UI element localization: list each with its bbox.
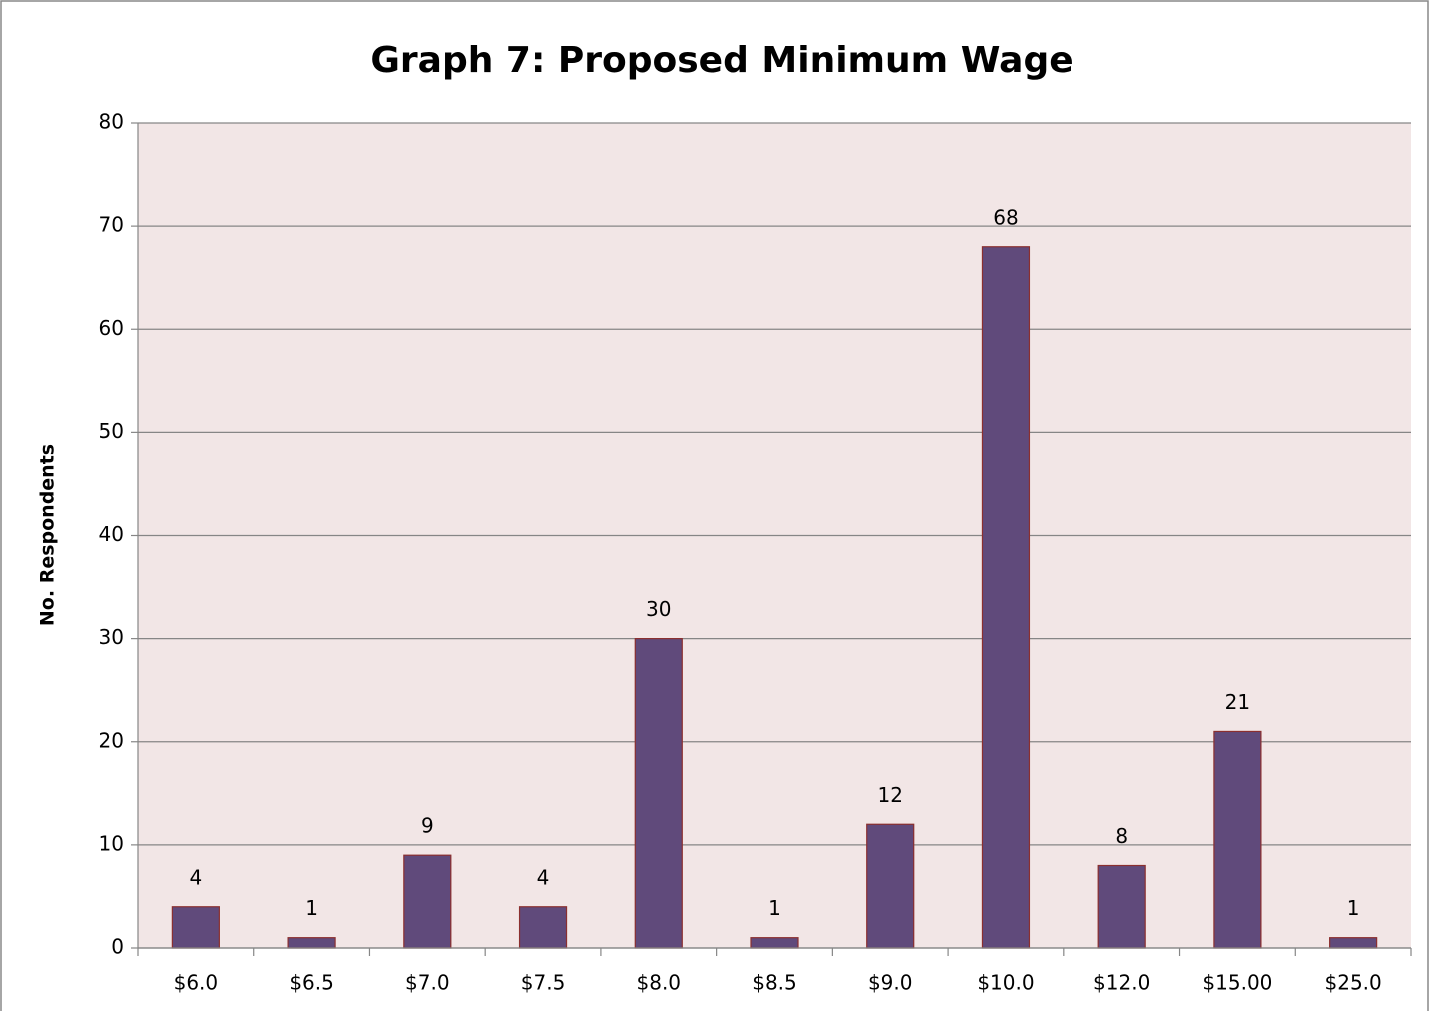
x-tick-label: $7.5 <box>521 971 566 995</box>
y-tick-label: 50 <box>99 419 124 443</box>
bar <box>1097 864 1146 949</box>
bar <box>981 246 1031 949</box>
x-tick-label: $6.5 <box>289 971 334 995</box>
bar <box>403 854 452 949</box>
data-label: 4 <box>537 865 550 889</box>
x-tick-label: $6.0 <box>174 971 219 995</box>
data-label: 68 <box>993 205 1018 229</box>
y-tick-label: 80 <box>99 110 124 134</box>
y-tick-label: 10 <box>99 831 124 855</box>
y-tick-label: 20 <box>99 728 124 752</box>
chart-title: Graph 7: Proposed Minimum Wage <box>370 40 1073 81</box>
data-label: 12 <box>878 783 903 807</box>
x-tick-label: $12.0 <box>1093 971 1150 995</box>
x-tick-label: $7.0 <box>405 971 450 995</box>
x-tick-label: $15.00 <box>1202 971 1272 995</box>
y-tick-label: 0 <box>111 935 124 959</box>
y-axis-label: No. Respondents <box>37 444 59 626</box>
x-tick-label: $25.0 <box>1325 971 1382 995</box>
bar <box>1213 730 1262 949</box>
bar <box>634 638 683 949</box>
data-label: 1 <box>768 896 781 920</box>
x-tick-label: $8.0 <box>637 971 682 995</box>
x-tick-label: $9.0 <box>868 971 913 995</box>
y-tick-label: 70 <box>99 213 124 237</box>
data-label: 1 <box>305 896 318 920</box>
data-label: 4 <box>189 865 202 889</box>
bar <box>866 823 915 949</box>
y-tick-label: 60 <box>99 316 124 340</box>
x-tick-label: $10.0 <box>977 971 1034 995</box>
y-tick-label: 40 <box>99 522 124 546</box>
y-tick-label: 30 <box>99 625 124 649</box>
bar <box>1329 937 1378 949</box>
data-label: 8 <box>1115 824 1128 848</box>
data-label: 9 <box>421 814 434 838</box>
bar <box>171 906 220 949</box>
data-label: 30 <box>646 597 671 621</box>
bar <box>518 906 568 949</box>
data-label: 21 <box>1225 690 1250 714</box>
x-tick-label: $8.5 <box>752 971 797 995</box>
data-label: 1 <box>1347 896 1360 920</box>
bar <box>750 937 799 949</box>
bar <box>287 937 336 949</box>
